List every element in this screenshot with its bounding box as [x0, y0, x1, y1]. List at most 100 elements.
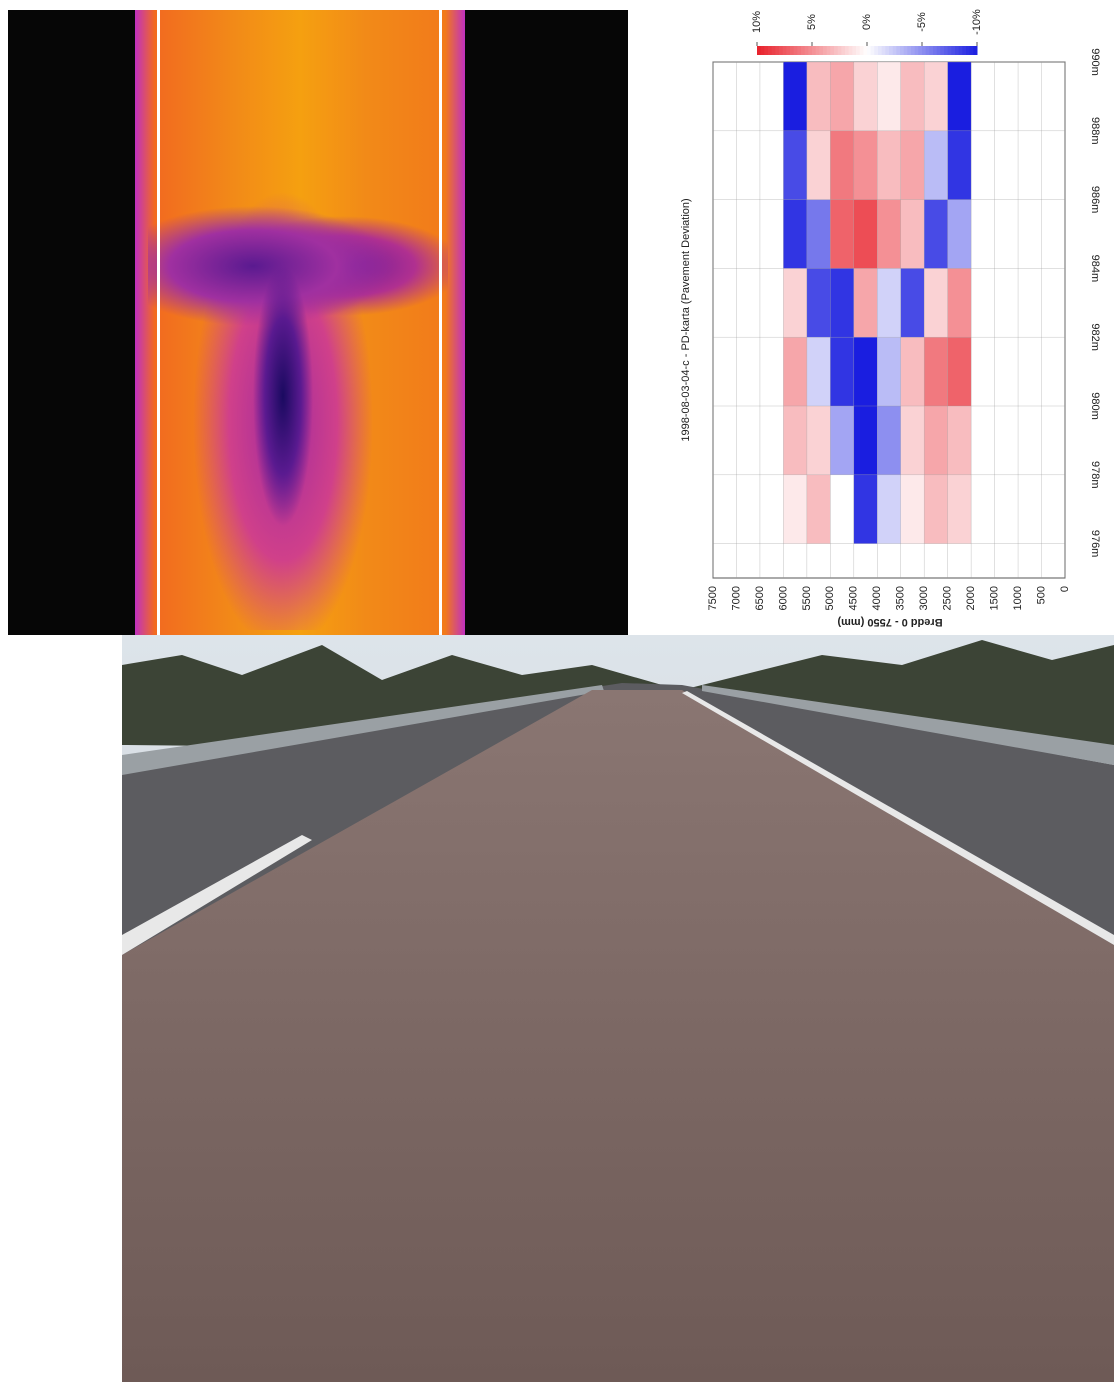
heatmap-cell [783, 200, 806, 269]
heatmap-cell [924, 337, 947, 406]
colorbar-segment [915, 46, 919, 55]
colorbar-segment [940, 46, 944, 55]
x-tick-label: 6500 [754, 586, 766, 610]
colorbar-segment [838, 46, 842, 55]
colorbar-label: -10% [971, 9, 983, 35]
heatmap-cell [807, 337, 830, 406]
heatmap-cell [948, 62, 971, 131]
colorbar-segment [816, 46, 820, 55]
road-photo [122, 635, 1114, 1382]
heatmap-cell [924, 268, 947, 337]
x-tick-label: 2500 [942, 586, 954, 610]
heatmap-cell [877, 475, 900, 544]
colorbar-segment [852, 46, 856, 55]
colorbar-segment [962, 46, 966, 55]
colorbar-segment [889, 46, 893, 55]
colorbar-segment [933, 46, 937, 55]
colorbar-segment [841, 46, 845, 55]
heatmap-cell [877, 406, 900, 475]
colorbar-label: -5% [916, 12, 928, 32]
heatmap-cell [924, 475, 947, 544]
colorbar-segment [794, 46, 798, 55]
colorbar-segment [801, 46, 805, 55]
y-tick-label: 986m [1089, 186, 1101, 214]
colorbar-segment [772, 46, 776, 55]
x-tick-label: 5000 [824, 586, 836, 610]
colorbar-segment [805, 46, 809, 55]
colorbar-segment [911, 46, 915, 55]
heatmap-cell [924, 131, 947, 200]
colorbar-segment [783, 46, 787, 55]
heatmap-cell [854, 268, 877, 337]
colorbar-segment [823, 46, 827, 55]
heatmap-cell [924, 406, 947, 475]
heatmap-cell [948, 131, 971, 200]
colorbar-segment [786, 46, 790, 55]
colorbar-segment [878, 46, 882, 55]
y-tick-label: 976m [1089, 530, 1101, 558]
colorbar-segment [900, 46, 904, 55]
heatmap-cell [783, 62, 806, 131]
heatmap-cell [854, 200, 877, 269]
colorbar-segment [907, 46, 911, 55]
colorbar-segment [790, 46, 794, 55]
colorbar-segment [951, 46, 955, 55]
heatmap-cell [901, 62, 924, 131]
x-tick-label: 5500 [801, 586, 813, 610]
x-tick-label: 500 [1035, 586, 1047, 604]
heatmap-cell [807, 131, 830, 200]
colorbar-label: 0% [861, 14, 873, 30]
colorbar-segment [871, 46, 875, 55]
y-tick-label: 982m [1089, 323, 1101, 351]
heatmap-cell [901, 200, 924, 269]
colorbar-segment [779, 46, 783, 55]
heatmap-cell [877, 337, 900, 406]
colorbar-segment [874, 46, 878, 55]
heatmap-cell [854, 337, 877, 406]
y-tick-label: 978m [1089, 461, 1101, 489]
heatmap-cell [830, 337, 853, 406]
colorbar-segment [918, 46, 922, 55]
heatmap-cell [901, 268, 924, 337]
chart: 1998-08-03-04-c - PD-karta (Pavement Dev… [0, 0, 1114, 635]
heatmap-cell [807, 62, 830, 131]
heatmap-cell [948, 200, 971, 269]
colorbar-segment [882, 46, 886, 55]
heatmap-cell [807, 475, 830, 544]
heatmap-cell [807, 268, 830, 337]
heatmap-cell [877, 268, 900, 337]
colorbar-segment [959, 46, 963, 55]
page: {"chart_data": {"type": "heatmap", "titl… [0, 0, 1114, 1382]
heatmap-cell [854, 406, 877, 475]
heatmap-cell [830, 131, 853, 200]
colorbar-segment [955, 46, 959, 55]
colorbar-segment [885, 46, 889, 55]
x-tick-label: 4500 [848, 586, 860, 610]
heatmap-cell [807, 200, 830, 269]
y-tick-label: 980m [1089, 392, 1101, 420]
heatmap-cell [948, 268, 971, 337]
heatmap-cell [807, 406, 830, 475]
heatmap-cell [830, 62, 853, 131]
colorbar-segment [819, 46, 823, 55]
heatmap-cell [830, 200, 853, 269]
heatmap-cell [854, 475, 877, 544]
colorbar-segment [893, 46, 897, 55]
heatmap-cell [877, 200, 900, 269]
x-tick-label: 3000 [918, 586, 930, 610]
x-tick-label: 6000 [777, 586, 789, 610]
heatmap-cell [877, 131, 900, 200]
y-tick-label: 990m [1089, 48, 1101, 76]
x-tick-label: 2000 [965, 586, 977, 610]
colorbar-segment [970, 46, 974, 55]
heatmap-cell [830, 268, 853, 337]
x-tick-label: 1000 [1012, 586, 1024, 610]
colorbar-segment [856, 46, 860, 55]
colorbar-segment [904, 46, 908, 55]
heatmap-cell [783, 337, 806, 406]
colorbar-segment [867, 46, 871, 55]
colorbar-segment [757, 46, 761, 55]
x-tick-label: 4000 [871, 586, 883, 610]
colorbar-segment [845, 46, 849, 55]
colorbar-segment [937, 46, 941, 55]
